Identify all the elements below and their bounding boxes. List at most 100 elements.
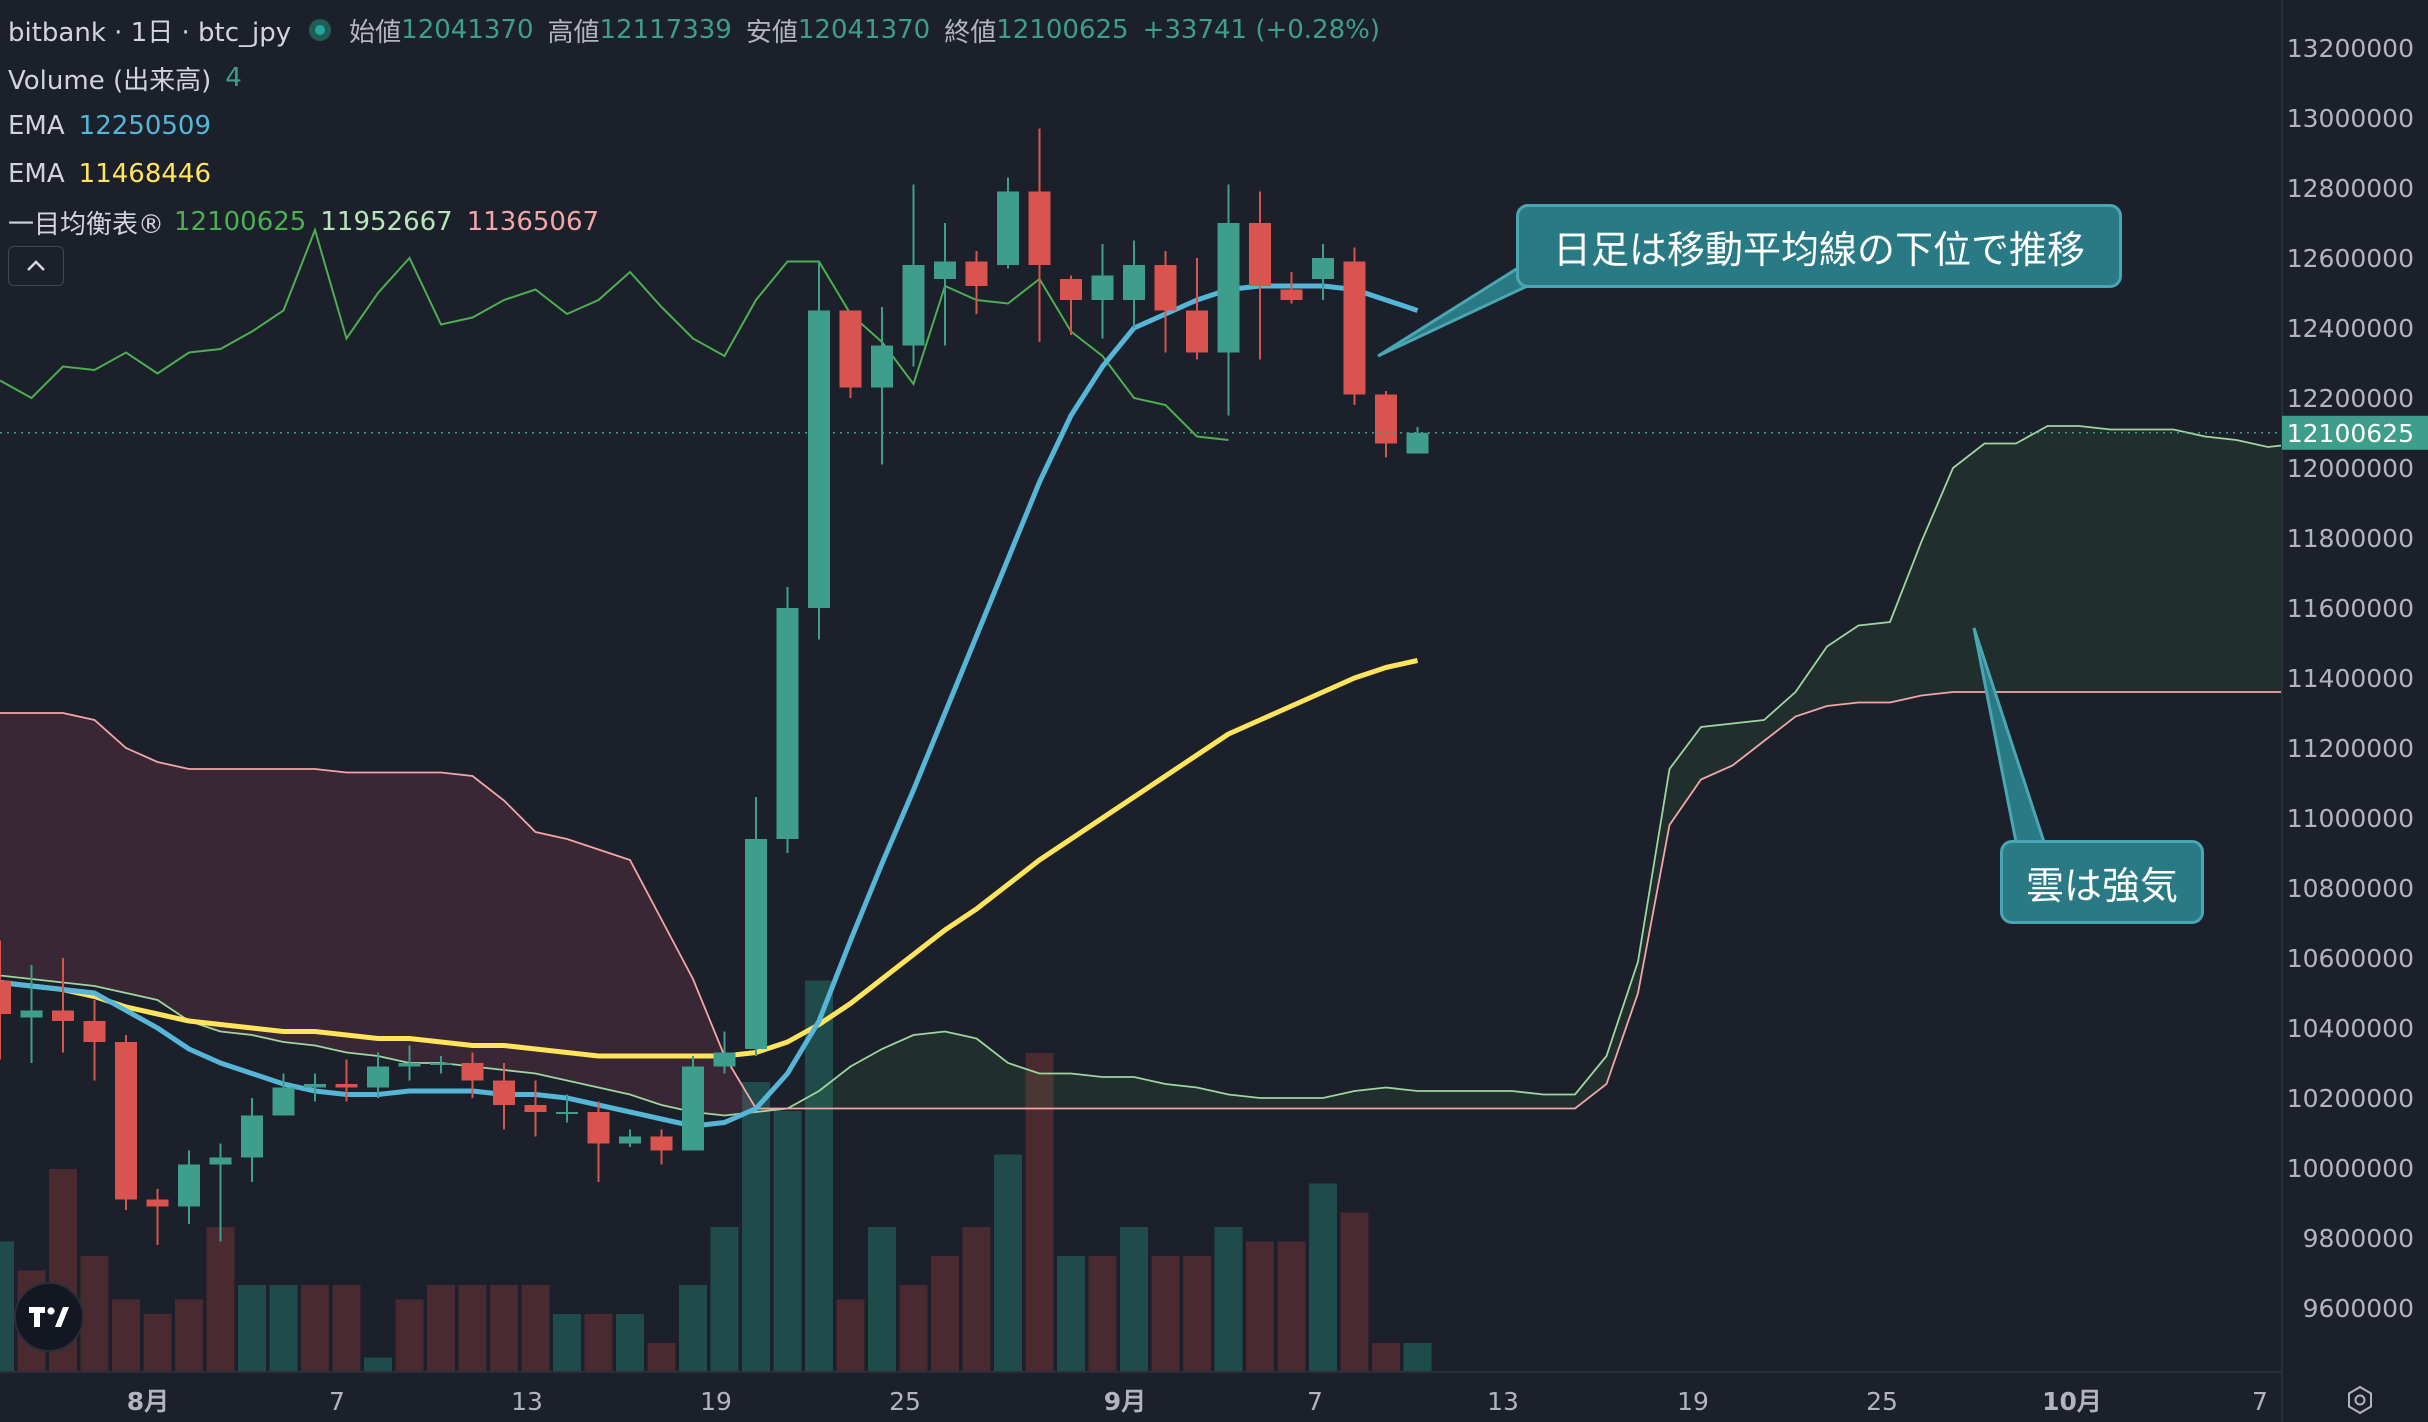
cloud-segment (1354, 1087, 1386, 1109)
candle (146, 1189, 169, 1245)
volume-bar (1183, 1256, 1211, 1372)
cloud-segment (1701, 723, 1733, 780)
candle (524, 1080, 547, 1137)
cloud-segment (1480, 1091, 1512, 1109)
price-tick-label: 10600000 (2287, 944, 2414, 973)
volume-bar (206, 1227, 235, 1372)
candle-body (1217, 223, 1240, 353)
callout-cloud-bullish: 雲は強気 (2000, 840, 2204, 924)
volume-bar (427, 1285, 455, 1372)
cloud-segment (850, 1049, 882, 1109)
symbol-title[interactable]: bitbank · 1日 · btc_jpy (8, 17, 292, 48)
time-tick-label: 25 (1866, 1387, 1898, 1416)
high-label: 高値 (547, 17, 600, 48)
candle (1060, 275, 1082, 335)
time-tick-label: 8月 (127, 1387, 169, 1416)
last-price-tag (2282, 415, 2428, 450)
candle (871, 307, 893, 465)
candle (272, 1073, 295, 1116)
change-value: +33741 (+0.28%) (1142, 15, 1381, 45)
time-tick-label: 7 (329, 1387, 345, 1416)
cloud-segment (1039, 1073, 1071, 1109)
cloud-segment (2016, 426, 2048, 692)
cloud-segment (1417, 1091, 1449, 1109)
candle (178, 1150, 200, 1224)
volume-bar (332, 1285, 361, 1372)
candle (839, 310, 862, 398)
volume-bar (175, 1299, 203, 1372)
candle (682, 1056, 704, 1151)
candle (398, 1045, 421, 1081)
volume-bar (80, 1256, 109, 1372)
time-tick-label: 13 (511, 1387, 543, 1416)
legend-ema-fast-row[interactable]: EMA 12250509 (8, 102, 1380, 150)
candle (1186, 258, 1208, 360)
candle-body (20, 1010, 43, 1018)
cloud-segment (1795, 646, 1827, 717)
cloud-segment (1543, 1094, 1575, 1109)
volume-bar (1277, 1241, 1306, 1372)
candle-body (1375, 394, 1397, 444)
volume-bar (1340, 1212, 1369, 1372)
volume-bar (490, 1285, 518, 1372)
volume-bar (1025, 1053, 1054, 1372)
cloud-segment (378, 772, 410, 1063)
price-tick-label: 9600000 (2303, 1294, 2414, 1323)
settings-icon[interactable] (2340, 1380, 2380, 1420)
legend-volume-row[interactable]: Volume (出来高) 4 (8, 54, 1380, 102)
ichimoku-value-1: 12100625 (174, 207, 307, 237)
candle (1312, 244, 1334, 300)
cloud-segment (2110, 429, 2142, 692)
cloud-segment (1102, 1077, 1134, 1109)
callout-daily-text: 日足は移動平均線の下位で推移 (1552, 227, 2085, 272)
cloud-segment (94, 720, 126, 993)
candle (335, 1059, 358, 1102)
volume-bar (395, 1299, 424, 1372)
cloud-segment (976, 1038, 1008, 1109)
candle (745, 797, 767, 1056)
candle (776, 587, 799, 853)
tradingview-logo-icon[interactable] (14, 1282, 84, 1352)
legend-ichimoku-row[interactable]: 一目均衡表® 12100625 11952667 11365067 (8, 198, 1380, 246)
candle-body (682, 1066, 704, 1151)
volume-bar (521, 1285, 550, 1372)
volume-bar (301, 1285, 329, 1372)
indicator-lines (0, 226, 1419, 1129)
volume-bar (1309, 1183, 1337, 1372)
volume-bar (805, 980, 833, 1372)
candle-body (1249, 223, 1271, 286)
candle-body (335, 1084, 358, 1088)
volume-bar (364, 1357, 392, 1372)
price-tick-label: 11200000 (2287, 734, 2414, 763)
cloud-segment (2173, 429, 2205, 692)
legend-ema-slow-row[interactable]: EMA 11468446 (8, 150, 1380, 198)
volume-bar (238, 1285, 266, 1372)
candle (1217, 184, 1240, 416)
candle-body (83, 1021, 106, 1042)
senkou-span-a-line (0, 425, 2282, 1117)
volume-bar (1120, 1227, 1148, 1372)
collapse-legend-button[interactable] (8, 246, 64, 286)
price-tick-label: 12800000 (2287, 174, 2414, 203)
cloud-segment (472, 776, 504, 1070)
cloud-segment (409, 772, 441, 1063)
candle (1091, 244, 1114, 339)
volume-label: Volume (出来高) (8, 65, 212, 96)
candle (650, 1129, 673, 1165)
candle-body (776, 608, 799, 839)
legend-title-row: bitbank · 1日 · btc_jpy 始値 12041370 高値 12… (8, 6, 1380, 54)
volume-bar (458, 1285, 487, 1372)
volume-bar (1151, 1256, 1180, 1372)
volume-bar (112, 1299, 140, 1372)
time-tick-label: 25 (889, 1387, 921, 1416)
candle-body (808, 310, 830, 608)
cloud-segment (2142, 429, 2174, 692)
volume-bar (710, 1227, 739, 1372)
candle-body (587, 1112, 610, 1144)
candle (209, 1143, 232, 1242)
cloud-segment (1669, 727, 1701, 825)
candle-body (997, 191, 1019, 265)
candle-body (1280, 289, 1303, 300)
